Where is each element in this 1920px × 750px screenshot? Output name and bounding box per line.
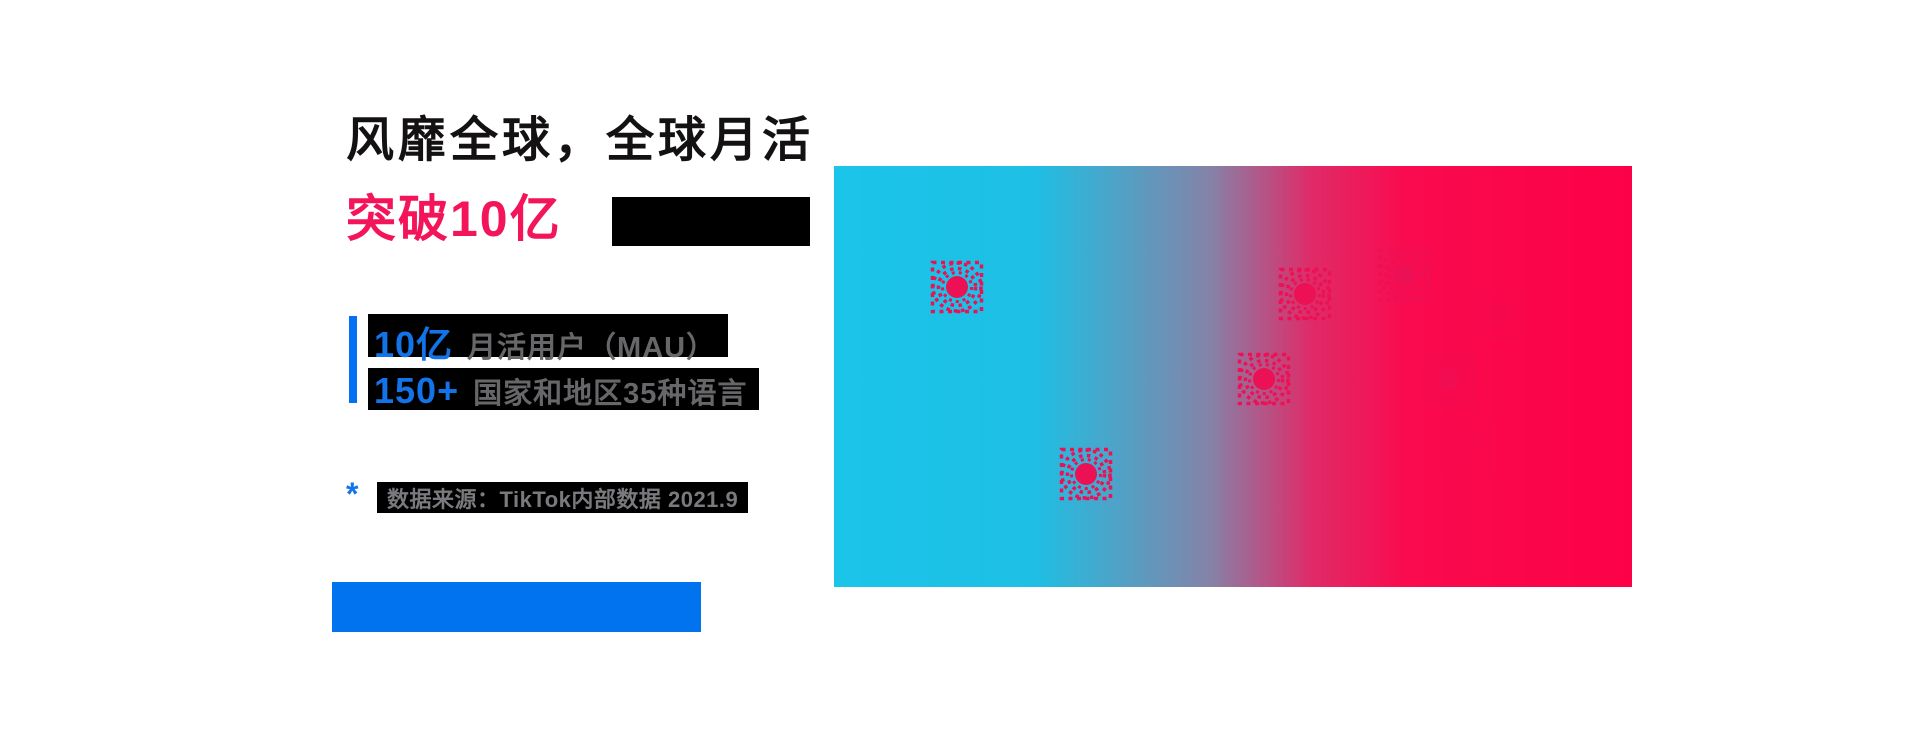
location-marker-icon (1059, 447, 1113, 501)
location-marker-icon (1422, 352, 1476, 406)
stat-value-mau: 10亿 (374, 324, 454, 365)
stat-row-mau: 10亿 月活用户（MAU） (368, 314, 729, 365)
stats-accent-bar (349, 316, 357, 403)
stat-row-countries: 150+ 国家和地区35种语言 (368, 368, 760, 411)
world-map-graphic (834, 166, 1632, 587)
location-marker-icon (1237, 352, 1291, 406)
location-marker-icon (1278, 267, 1332, 321)
redacted-text-block (612, 197, 810, 246)
location-marker-icon (1377, 248, 1431, 302)
asterisk-icon: * (346, 476, 359, 512)
location-marker-icon (1443, 418, 1497, 472)
stat-label-countries: 国家和地区35种语言 (473, 378, 748, 410)
footnote-text: 数据来源：TikTok内部数据 2021.9 (377, 482, 749, 513)
location-marker-icon (1472, 287, 1526, 341)
headline-line2: 突破10亿 (346, 191, 562, 247)
stat-value-countries: 150+ (374, 370, 460, 411)
headline-line1: 风靡全球，全球月活 (346, 114, 815, 167)
location-marker-icon (930, 260, 984, 314)
bottom-accent-bar (332, 582, 701, 632)
stat-label-mau: 月活用户（MAU） (467, 332, 717, 364)
